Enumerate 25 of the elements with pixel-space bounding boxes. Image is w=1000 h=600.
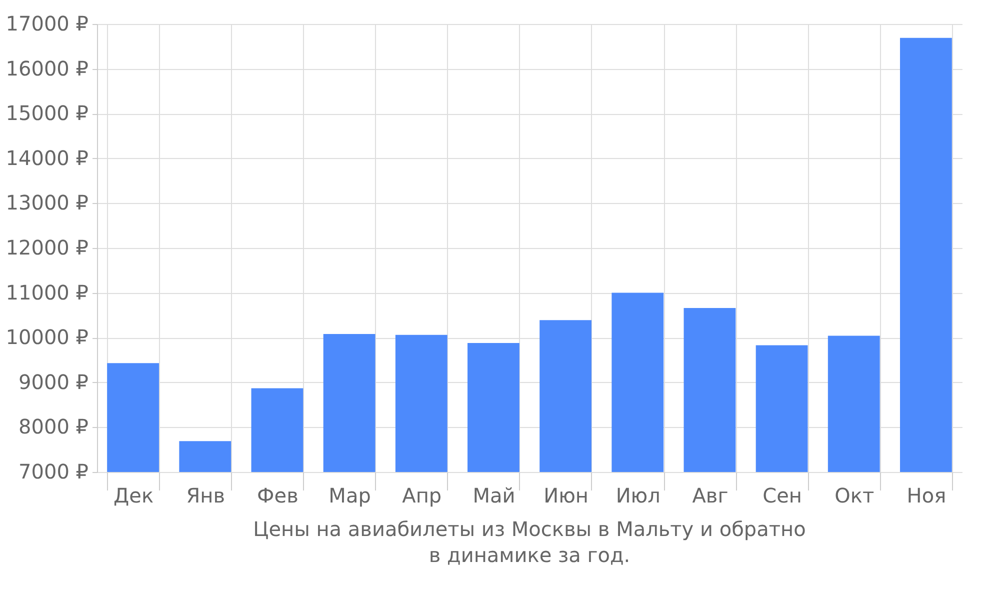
x-tick-label: Май: [472, 484, 516, 508]
x-tick-label: Ноя: [906, 484, 946, 508]
x-tick-label: Апр: [402, 484, 442, 508]
y-tick-label: 9000 ₽: [18, 370, 89, 394]
x-tick-label: Дек: [114, 484, 154, 508]
y-tick-label: 14000 ₽: [6, 146, 89, 170]
x-tick-label: Июн: [544, 484, 588, 508]
y-tick-label: 13000 ₽: [6, 190, 89, 215]
text: в динамике за год.: [428, 543, 630, 567]
x-tick-label: Авг: [692, 484, 728, 508]
x-tick-label: Фев: [257, 484, 298, 508]
x-tick-label: Мар: [328, 484, 371, 508]
y-tick-label: 7000 ₽: [18, 460, 89, 484]
y-tick-label: 16000 ₽: [6, 56, 89, 80]
y-tick-label: 8000 ₽: [18, 414, 89, 439]
text: Цены на авиабилеты из Москвы в Мальту и обратно: [253, 517, 806, 541]
x-tick-label: Сен: [762, 484, 802, 508]
y-tick-label: 15000 ₽: [6, 101, 89, 126]
y-tick-label: 12000 ₽: [6, 236, 89, 260]
y-tick-label: 17000 ₽: [6, 12, 89, 36]
y-tick-label: 11000 ₽: [6, 280, 89, 304]
x-tick-label: Июл: [616, 484, 660, 508]
x-tick-label: Янв: [186, 484, 226, 508]
x-tick-label: Окт: [834, 484, 874, 508]
y-tick-label: 10000 ₽: [6, 325, 89, 350]
